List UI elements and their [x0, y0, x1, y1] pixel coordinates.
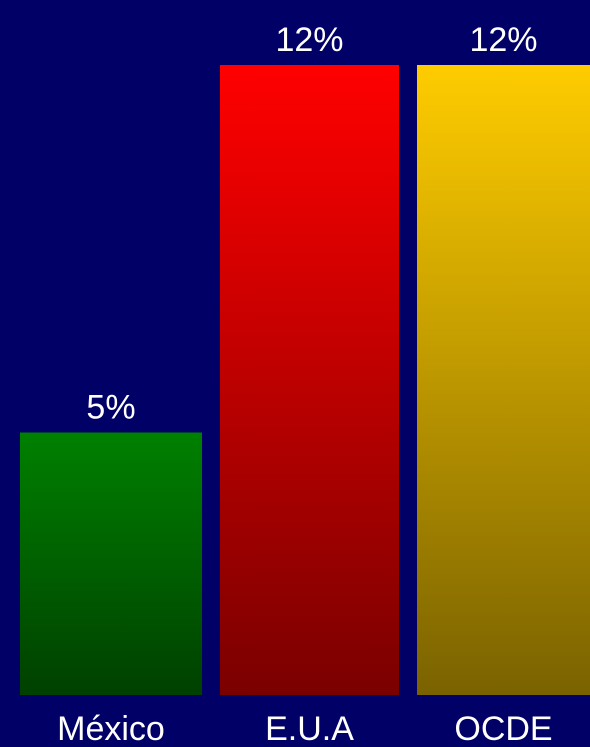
bar-3	[417, 65, 590, 695]
bar-2	[220, 65, 399, 695]
bar-1	[20, 432, 202, 695]
value-label-3: 12%	[469, 21, 537, 59]
category-label-1: México	[57, 710, 165, 747]
category-label-3: OCDE	[454, 710, 552, 747]
category-label-2: E.U.A	[265, 710, 354, 747]
value-label-1: 5%	[86, 389, 135, 427]
value-label-2: 12%	[275, 21, 343, 59]
